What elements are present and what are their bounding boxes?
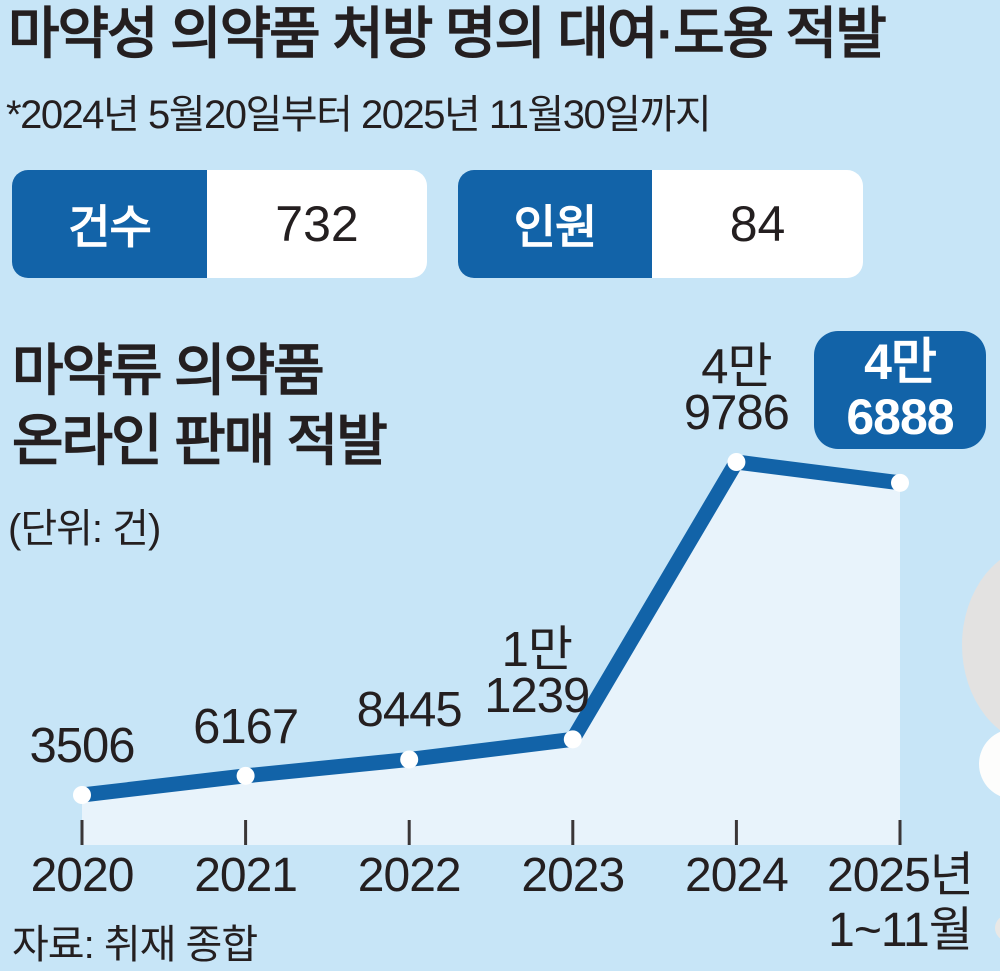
stat-box-people: 인원 84 xyxy=(458,170,863,278)
data-point-dot xyxy=(400,750,419,769)
decorative-pill-shape xyxy=(962,559,1000,731)
data-point-label: 3506 xyxy=(29,719,135,773)
data-point-label: 4만 9786 xyxy=(683,340,790,440)
badge-line1: 4만 xyxy=(864,334,937,390)
trend-line xyxy=(74,454,908,803)
chart-title-line2: 온라인 판매 적발 xyxy=(12,409,388,472)
x-axis-label: 2024 xyxy=(685,849,789,902)
page-title: 마약성 의약품 처방 명의 대여·도용 적발 xyxy=(8,2,887,65)
stat-label-cases: 건수 xyxy=(12,170,207,278)
badge-line2: 6888 xyxy=(846,389,954,445)
source-note: 자료: 취재 종합 xyxy=(12,923,258,967)
date-range-note: *2024년 5월20일부터 2025년 11월30일까지 xyxy=(6,93,712,137)
data-point-dot xyxy=(236,766,255,785)
x-axis-label: 2025년 1~11월 xyxy=(827,849,974,957)
data-point-label: 1만 1239 xyxy=(484,623,590,724)
x-axis-label: 2022 xyxy=(357,849,462,902)
decorative-circle xyxy=(979,731,1000,797)
latest-value-badge: 4만 6888 xyxy=(814,331,986,449)
data-point-dot xyxy=(727,453,746,471)
stat-value-people: 84 xyxy=(729,196,786,252)
chart-title-line1: 마약류 의약품 xyxy=(12,339,325,402)
decorative-pill-graphic xyxy=(962,559,1000,939)
data-point-dot xyxy=(563,730,582,749)
chart-unit-label: (단위: 건) xyxy=(8,507,161,551)
chart-title: 마약류 의약품 온라인 판매 적발 xyxy=(12,336,388,476)
decorative-circle-small xyxy=(995,917,1000,939)
x-axis-label: 2021 xyxy=(194,849,298,902)
x-axis-label: 2020 xyxy=(30,849,135,902)
stat-box-cases: 건수 732 xyxy=(12,170,427,278)
x-axis-label: 2023 xyxy=(521,849,625,902)
data-point-dot xyxy=(891,473,909,492)
chart-area-fill xyxy=(82,462,900,845)
stat-value-cases: 732 xyxy=(275,196,359,252)
stat-label-people: 인원 xyxy=(458,170,652,278)
data-point-dot xyxy=(73,786,91,804)
data-point-label: 8445 xyxy=(356,683,463,738)
data-point-label: 6167 xyxy=(193,699,299,754)
